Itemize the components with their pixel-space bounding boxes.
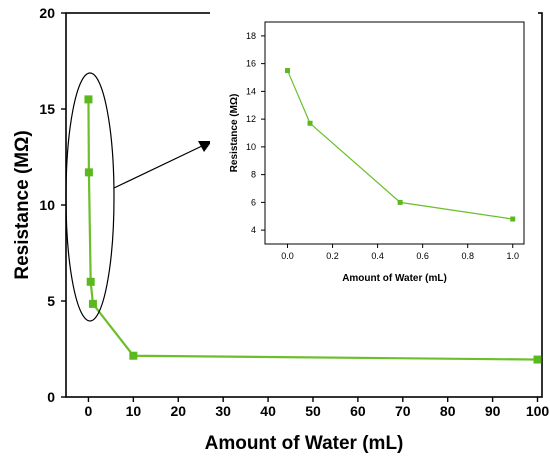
inset-data-point [510, 216, 516, 222]
inset-y-tick-label: 4 [251, 225, 256, 235]
main-x-tick-label: 30 [215, 403, 231, 419]
zoom-ellipse [65, 72, 115, 322]
main-x-tick-label: 100 [526, 403, 550, 419]
inset-x-tick-label: 0.8 [461, 251, 474, 261]
inset-chart: 0.0 0.2 0.4 0.6 0.8 1.0 4 6 8 10 12 14 16 18 Amount of… [210, 10, 538, 292]
inset-y-tick-label: 8 [251, 170, 256, 180]
main-series-line [87, 99, 538, 361]
main-data-point [84, 95, 93, 104]
main-x-tick-label: 70 [395, 403, 411, 419]
main-x-tick-label: 20 [170, 403, 186, 419]
main-x-tick-label: 0 [85, 403, 93, 419]
main-x-tick-label: 80 [440, 403, 456, 419]
inset-y-axis-title: Resistance (MΩ) [229, 94, 240, 173]
main-y-axis-title: Resistance (MΩ) [12, 130, 33, 279]
inset-y-tick-label: 10 [246, 142, 256, 152]
inset-x-tick-label: 0.6 [416, 251, 429, 261]
main-data-point [86, 277, 95, 286]
main-x-tick-label: 50 [305, 403, 321, 419]
main-y-tick-label: 20 [39, 5, 55, 21]
inset-y-tick-label: 16 [246, 59, 256, 69]
inset-x-tick-label: 1.0 [506, 251, 519, 261]
main-x-tick-label: 90 [485, 403, 501, 419]
main-x-tick-label: 60 [350, 403, 366, 419]
inset-data-point [397, 199, 403, 205]
main-chart: 0 10 20 30 40 50 60 70 80 90 100 0 5 10 15 20 Amount of … [12, 5, 549, 454]
inset-x-tick-label: 0.0 [281, 251, 294, 261]
zoom-arrow-head [198, 141, 212, 152]
main-y-tick-label: 0 [47, 389, 55, 405]
main-y-tick-label: 10 [39, 197, 55, 213]
inset-y-tick-label: 6 [251, 197, 256, 207]
main-x-tick-label: 40 [260, 403, 276, 419]
inset-y-tick-label: 18 [246, 31, 256, 41]
inset-y-tick-label: 12 [246, 114, 256, 124]
main-data-point [84, 168, 93, 177]
inset-plot-frame [264, 21, 525, 245]
inset-x-tick-label: 0.2 [326, 251, 339, 261]
main-x-tick-label: 10 [126, 403, 142, 419]
zoom-callout [65, 72, 212, 322]
inset-data-point [307, 120, 313, 126]
main-y-tick-label: 15 [39, 101, 55, 117]
inset-x-axis-title: Amount of Water (mL) [342, 273, 447, 284]
main-data-point [88, 299, 97, 308]
inset-data-point [285, 68, 291, 74]
main-x-axis-title: Amount of Water (mL) [205, 433, 404, 454]
inset-series-line [286, 70, 513, 220]
zoom-arrow-line [113, 145, 203, 189]
main-y-tick-label: 5 [47, 293, 55, 309]
main-data-point [129, 351, 138, 360]
inset-x-tick-label: 0.4 [371, 251, 384, 261]
main-data-point [533, 355, 542, 364]
inset-background [210, 10, 538, 292]
inset-y-tick-label: 14 [246, 86, 256, 96]
